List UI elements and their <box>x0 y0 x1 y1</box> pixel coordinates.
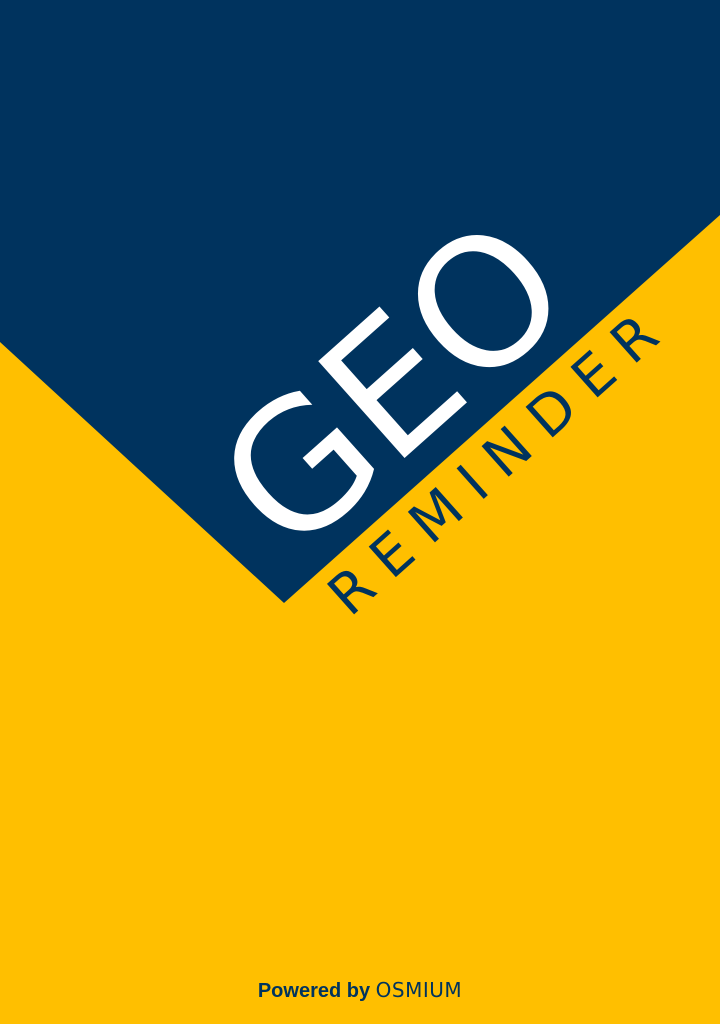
footer-credit: Powered by OSMIUM <box>0 978 720 1003</box>
navy-chevron-shape <box>0 0 720 603</box>
brand-name: OSMIUM <box>375 978 463 1002</box>
powered-by-label: Powered by <box>257 980 371 1002</box>
